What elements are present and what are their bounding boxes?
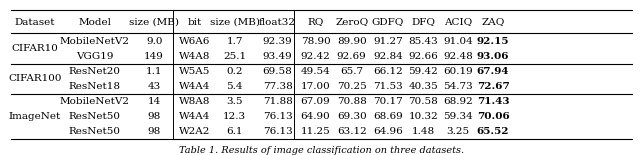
Text: ResNet20: ResNet20: [69, 67, 121, 76]
Text: 68.92: 68.92: [444, 97, 473, 106]
Text: 76.13: 76.13: [262, 127, 292, 136]
Text: 25.1: 25.1: [223, 52, 246, 61]
Text: W4A4: W4A4: [179, 112, 210, 121]
Text: 64.90: 64.90: [301, 112, 330, 121]
Text: size (MB): size (MB): [129, 18, 179, 27]
Text: 92.42: 92.42: [301, 52, 330, 61]
Text: 91.04: 91.04: [444, 37, 473, 46]
Text: 11.25: 11.25: [301, 127, 330, 136]
Text: float32: float32: [259, 18, 296, 27]
Text: MobileNetV2: MobileNetV2: [60, 97, 130, 106]
Text: 92.69: 92.69: [337, 52, 367, 61]
Text: 89.90: 89.90: [337, 37, 367, 46]
Text: ResNet50: ResNet50: [69, 112, 121, 121]
Text: 59.34: 59.34: [444, 112, 473, 121]
Text: DFQ: DFQ: [412, 18, 435, 27]
Text: 69.58: 69.58: [262, 67, 292, 76]
Text: 98: 98: [148, 112, 161, 121]
Text: 1.48: 1.48: [412, 127, 435, 136]
Text: 78.90: 78.90: [301, 37, 330, 46]
Text: 59.42: 59.42: [408, 67, 438, 76]
Text: 65.7: 65.7: [340, 67, 364, 76]
Text: 63.12: 63.12: [337, 127, 367, 136]
Text: MobileNetV2: MobileNetV2: [60, 37, 130, 46]
Text: W8A8: W8A8: [179, 97, 210, 106]
Text: 67.09: 67.09: [301, 97, 330, 106]
Text: 92.66: 92.66: [408, 52, 438, 61]
Text: ACIQ: ACIQ: [444, 18, 472, 27]
Text: 77.38: 77.38: [262, 82, 292, 91]
Text: 65.52: 65.52: [477, 127, 509, 136]
Text: ResNet18: ResNet18: [69, 82, 121, 91]
Text: 66.12: 66.12: [373, 67, 403, 76]
Text: 92.48: 92.48: [444, 52, 473, 61]
Text: 71.88: 71.88: [262, 97, 292, 106]
Text: 68.69: 68.69: [373, 112, 403, 121]
Text: 70.25: 70.25: [337, 82, 367, 91]
Text: 0.2: 0.2: [227, 67, 243, 76]
Text: 149: 149: [144, 52, 164, 61]
Text: Table 1. Results of image classification on three datasets.: Table 1. Results of image classification…: [179, 146, 464, 155]
Text: 60.19: 60.19: [444, 67, 473, 76]
Text: 70.58: 70.58: [408, 97, 438, 106]
Text: W6A6: W6A6: [179, 37, 210, 46]
Text: 67.94: 67.94: [477, 67, 509, 76]
Text: 1.1: 1.1: [146, 67, 163, 76]
Text: ResNet50: ResNet50: [69, 127, 121, 136]
Text: 69.30: 69.30: [337, 112, 367, 121]
Text: 70.88: 70.88: [337, 97, 367, 106]
Text: 49.54: 49.54: [301, 67, 330, 76]
Text: 64.96: 64.96: [373, 127, 403, 136]
Text: 70.17: 70.17: [373, 97, 403, 106]
Text: 71.53: 71.53: [373, 82, 403, 91]
Text: 14: 14: [148, 97, 161, 106]
Text: 10.32: 10.32: [408, 112, 438, 121]
Text: 9.0: 9.0: [146, 37, 163, 46]
Text: W5A5: W5A5: [179, 67, 210, 76]
Text: W4A4: W4A4: [179, 82, 210, 91]
Text: 91.27: 91.27: [373, 37, 403, 46]
Text: 71.43: 71.43: [477, 97, 509, 106]
Text: 93.49: 93.49: [262, 52, 292, 61]
Text: 92.39: 92.39: [262, 37, 292, 46]
Text: 6.1: 6.1: [227, 127, 243, 136]
Text: 70.06: 70.06: [477, 112, 509, 121]
Text: 3.25: 3.25: [447, 127, 470, 136]
Text: 17.00: 17.00: [301, 82, 330, 91]
Text: 93.06: 93.06: [477, 52, 509, 61]
Text: W4A8: W4A8: [179, 52, 210, 61]
Text: 1.7: 1.7: [227, 37, 243, 46]
Text: size (MB): size (MB): [210, 18, 260, 27]
Text: 72.67: 72.67: [477, 82, 509, 91]
Text: CIFAR10: CIFAR10: [12, 44, 58, 53]
Text: 3.5: 3.5: [227, 97, 243, 106]
Text: 92.15: 92.15: [477, 37, 509, 46]
Text: 85.43: 85.43: [408, 37, 438, 46]
Text: ImageNet: ImageNet: [8, 112, 61, 121]
Text: 12.3: 12.3: [223, 112, 246, 121]
Text: W2A2: W2A2: [179, 127, 210, 136]
Text: Model: Model: [79, 18, 111, 27]
Text: GDFQ: GDFQ: [372, 18, 404, 27]
Text: 92.84: 92.84: [373, 52, 403, 61]
Text: 40.35: 40.35: [408, 82, 438, 91]
Text: RQ: RQ: [307, 18, 324, 27]
Text: Dataset: Dataset: [15, 18, 55, 27]
Text: 98: 98: [148, 127, 161, 136]
Text: 43: 43: [148, 82, 161, 91]
Text: CIFAR100: CIFAR100: [8, 74, 61, 83]
Text: 54.73: 54.73: [444, 82, 473, 91]
Text: 5.4: 5.4: [227, 82, 243, 91]
Text: 76.13: 76.13: [262, 112, 292, 121]
Text: ZeroQ: ZeroQ: [335, 18, 369, 27]
Text: VGG19: VGG19: [76, 52, 114, 61]
Text: bit: bit: [188, 18, 202, 27]
Text: ZAQ: ZAQ: [481, 18, 505, 27]
